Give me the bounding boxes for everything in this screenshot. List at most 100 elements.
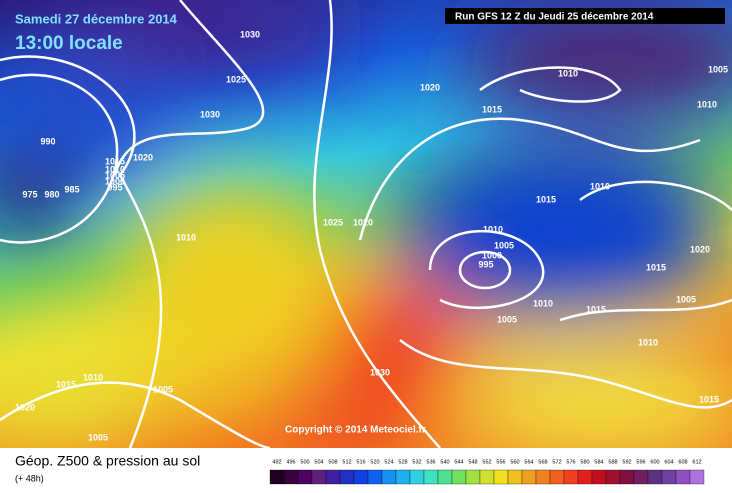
scale-swatch	[367, 469, 383, 485]
isobar-label: 995	[107, 182, 122, 192]
scale-label: 604	[664, 459, 673, 465]
scale-swatch	[675, 469, 691, 485]
scale-label: 584	[594, 459, 603, 465]
scale-swatch	[283, 469, 299, 485]
isobar-label: 980	[44, 189, 59, 199]
scale-swatch	[591, 469, 607, 485]
scale-label: 492	[272, 459, 281, 465]
scale-swatch	[507, 469, 523, 485]
scale-swatch	[633, 469, 649, 485]
scale-label: 496	[286, 459, 295, 465]
footer-lead: (+ 48h)	[15, 473, 44, 483]
isobar-label: 1030	[200, 109, 220, 119]
scale-swatch	[409, 469, 425, 485]
scale-swatch	[647, 469, 663, 485]
scale-swatch	[619, 469, 635, 485]
map-field	[0, 0, 732, 448]
scale-label: 592	[622, 459, 631, 465]
isobar-label: 1020	[133, 152, 153, 162]
scale-swatch	[549, 469, 565, 485]
isobar-label: 985	[64, 184, 79, 194]
scale-label: 548	[468, 459, 477, 465]
scale-label: 528	[398, 459, 407, 465]
scale-swatch	[381, 469, 397, 485]
scale-swatch	[521, 469, 537, 485]
isobar-label: 1010	[105, 164, 125, 174]
scale-swatch	[605, 469, 621, 485]
scale-swatch	[577, 469, 593, 485]
isobar-label: 1015	[586, 304, 606, 314]
scale-label: 544	[454, 459, 463, 465]
scale-label: 532	[412, 459, 421, 465]
isobar-label: 1010	[83, 372, 103, 382]
isobars	[0, 0, 732, 448]
date: Samedi 27 décembre 2014	[15, 11, 178, 26]
scale-label: 512	[342, 459, 351, 465]
scale-label: 568	[538, 459, 547, 465]
scale-swatch	[311, 469, 327, 485]
isobar-label: 1030	[240, 29, 260, 39]
scale-swatch	[325, 469, 341, 485]
scale-label: 524	[384, 459, 393, 465]
scale-label: 576	[566, 459, 575, 465]
isobar-label: 1025	[323, 217, 343, 227]
isobar-label: 1005	[676, 294, 696, 304]
isobar-label: 990	[40, 136, 55, 146]
scale-swatch	[423, 469, 439, 485]
isobar-label: 1010	[697, 99, 717, 109]
isobar-label: 1005	[88, 432, 108, 442]
isobar-label: 1020	[353, 217, 373, 227]
scale-swatch	[535, 469, 551, 485]
isobar-label: 1005	[708, 64, 728, 74]
scale-label: 536	[426, 459, 435, 465]
scale-swatch	[339, 469, 355, 485]
isobar-label: 1000	[482, 250, 502, 260]
scale-label: 560	[510, 459, 519, 465]
scale-swatch	[661, 469, 677, 485]
run-box	[445, 8, 725, 24]
scale-label: 612	[692, 459, 701, 465]
color-scale: 492 496 500 504 508 512 516 520 524 528 532 536 540 5…	[269, 459, 705, 485]
run: Run GFS 12 Z du Jeudi 25 décembre 2014	[455, 12, 654, 23]
scale-swatch	[493, 469, 509, 485]
scale-label: 556	[496, 459, 505, 465]
isobar-label: 1010	[558, 68, 578, 78]
copyright: Copyright © 2014 Meteociel.fr	[285, 425, 426, 436]
scale-swatch	[689, 469, 705, 485]
scale-swatch	[563, 469, 579, 485]
scale-swatch	[465, 469, 481, 485]
scale-label: 572	[552, 459, 561, 465]
isobar-label: 1010	[590, 181, 610, 191]
isobar-label: 1020	[15, 402, 35, 412]
isobar-label: 1015	[699, 394, 719, 404]
scale-label: 564	[524, 459, 533, 465]
scale-label: 596	[636, 459, 645, 465]
scale-label: 504	[314, 459, 323, 465]
scale-label: 600	[650, 459, 659, 465]
scale-swatch	[479, 469, 495, 485]
isobar-label: 995	[478, 259, 493, 269]
scale-swatch	[353, 469, 369, 485]
scale-label: 580	[580, 459, 589, 465]
time: 13:00 locale	[15, 33, 123, 54]
isobar-label: 1005	[494, 240, 514, 250]
isobar-label: 1010	[638, 337, 658, 347]
footer-title: Géop. Z500 & pression au sol	[15, 453, 200, 469]
scale-swatch	[437, 469, 453, 485]
scale-label: 500	[300, 459, 309, 465]
scale-label: 508	[328, 459, 337, 465]
isobar-label: 1015	[105, 156, 125, 166]
isobar-label: 1005	[497, 314, 517, 324]
scale-swatch	[297, 469, 313, 485]
scale-label: 540	[440, 459, 449, 465]
scale-label: 588	[608, 459, 617, 465]
isobar-label: 1020	[690, 244, 710, 254]
scale-label: 552	[482, 459, 491, 465]
scale-swatch	[269, 469, 285, 485]
isobar-label: 1000	[105, 176, 125, 186]
isobar-label: 1030	[370, 367, 390, 377]
isobar-label: 1005	[153, 384, 173, 394]
